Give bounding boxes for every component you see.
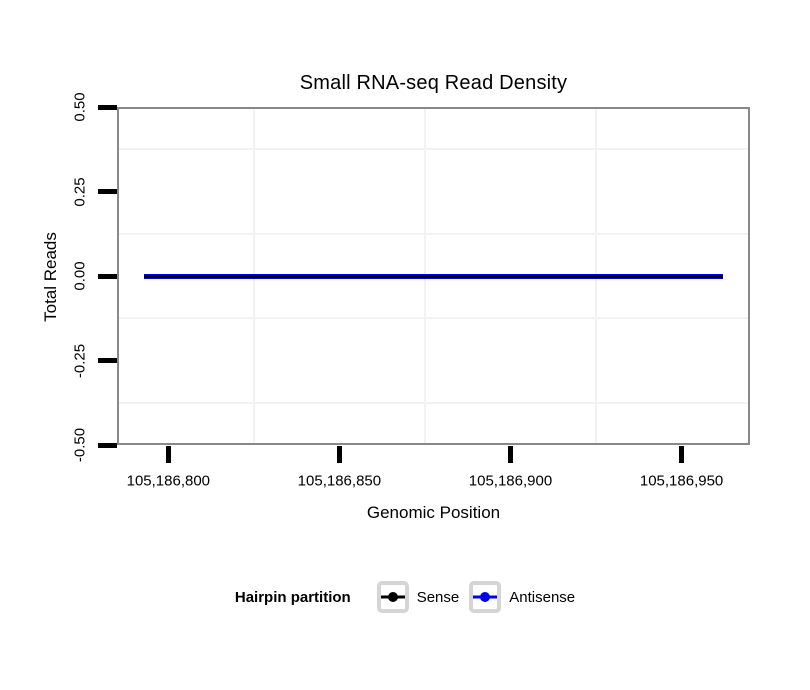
y-axis-tick-label: 0.00 <box>71 261 89 291</box>
y-axis-tick-label: -0.50 <box>71 427 89 463</box>
minor-gridline-horizontal <box>117 401 750 404</box>
y-axis-tick <box>98 189 117 194</box>
legend-key-sense <box>376 581 409 613</box>
x-axis-tick <box>507 446 513 463</box>
plot-panel-border <box>117 107 750 445</box>
y-axis-title: Total Reads <box>41 232 60 322</box>
legend-item-antisense: Antisense <box>469 581 575 613</box>
x-axis-tick <box>336 446 342 463</box>
x-axis-tick-label: 105,186,800 <box>126 472 211 490</box>
x-axis-tick <box>165 446 171 463</box>
legend-item-label: Sense <box>416 588 460 606</box>
x-axis-title: Genomic Position <box>366 503 501 522</box>
minor-gridline-horizontal <box>117 148 750 151</box>
minor-gridline-horizontal <box>117 232 750 235</box>
legend-item-sense: Sense <box>376 581 460 613</box>
series-line-sense <box>144 274 723 278</box>
plot-panel <box>117 107 750 445</box>
legend-key-dot <box>387 592 398 602</box>
x-axis-tick-label: 105,186,850 <box>297 472 382 490</box>
y-axis-tick-label: -0.25 <box>71 343 89 378</box>
x-axis-tick-label: 105,186,950 <box>639 472 724 490</box>
minor-gridline-horizontal <box>117 317 750 320</box>
y-axis-tick <box>98 358 117 363</box>
legend: Hairpin partition Sense Antisense <box>0 579 810 615</box>
legend-title: Hairpin partition <box>234 588 351 606</box>
x-axis-tick-label: 105,186,900 <box>468 472 553 490</box>
legend-item-label: Antisense <box>509 588 576 606</box>
y-axis-tick <box>98 104 117 110</box>
y-axis-tick-label: 0.25 <box>71 176 89 207</box>
y-axis-tick <box>98 273 117 279</box>
y-axis-tick-label: 0.50 <box>71 92 89 122</box>
legend-key-antisense <box>469 581 502 613</box>
legend-key-dot <box>480 592 491 602</box>
chart-title: Small RNA-seq Read Density <box>299 72 568 94</box>
y-axis-tick <box>98 442 117 448</box>
x-axis-tick <box>679 446 685 463</box>
